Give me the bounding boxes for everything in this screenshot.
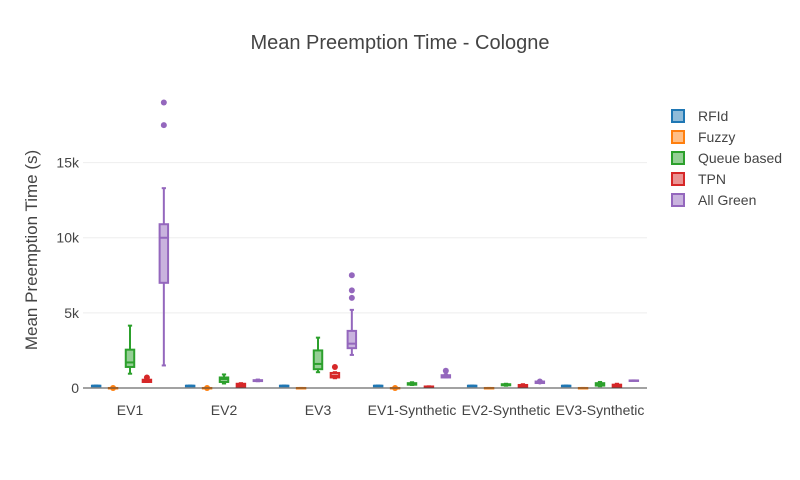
box-series	[124, 324, 606, 388]
box-mark	[517, 383, 529, 389]
y-tick-label: 10k	[56, 230, 80, 246]
box-mark	[235, 382, 247, 388]
box-mark	[141, 374, 153, 383]
box-mark	[218, 373, 230, 385]
box-mark	[423, 385, 435, 389]
box-mark	[534, 378, 546, 385]
box-body	[312, 349, 324, 371]
outlier-point	[348, 287, 355, 294]
box-mark	[346, 272, 358, 356]
y-tick-label: 15k	[56, 155, 80, 171]
legend[interactable]: RFId Fuzzy Queue based TPN All Green	[671, 108, 782, 208]
outlier-point	[160, 122, 167, 129]
legend-item[interactable]: Fuzzy	[671, 129, 735, 145]
legend-swatch	[671, 151, 685, 165]
box-mark	[90, 384, 102, 388]
outlier-point	[348, 272, 355, 279]
box-mark	[560, 384, 572, 388]
x-tick-label: EV1	[117, 402, 144, 418]
box-body	[346, 329, 358, 350]
y-tick-label: 5k	[64, 305, 80, 321]
legend-item[interactable]: All Green	[671, 192, 756, 208]
outlier-point	[143, 374, 150, 381]
legend-item[interactable]: RFId	[671, 108, 728, 124]
box-body	[158, 223, 170, 284]
legend-swatch	[671, 172, 685, 186]
box-mark	[158, 99, 170, 367]
box-body	[124, 348, 136, 368]
x-tick-label: EV2-Synthetic	[462, 402, 551, 418]
box-mark	[329, 363, 341, 380]
outlier-point	[348, 294, 355, 301]
outlier-point	[442, 367, 449, 374]
legend-label: Queue based	[698, 150, 782, 166]
chart-title: Mean Preemption Time - Cologne	[250, 32, 549, 54]
x-axis-ticks: EV1 EV2 EV3 EV1-Synthetic EV2-Synthetic EV3-S…	[117, 402, 645, 418]
box-mark	[611, 382, 623, 389]
y-axis-title: Mean Preemption Time (s)	[22, 150, 41, 350]
box-mark	[628, 379, 640, 382]
legend-swatch	[671, 109, 685, 123]
box-mark	[594, 380, 606, 388]
outlier-point	[160, 99, 167, 106]
outlier-point	[331, 363, 338, 370]
box-mark	[124, 324, 136, 375]
box-mark	[500, 382, 512, 387]
box-mark	[184, 384, 196, 388]
legend-label: TPN	[698, 171, 726, 187]
outlier-point	[536, 378, 543, 385]
x-tick-label: EV3-Synthetic	[556, 402, 645, 418]
box-mark	[440, 367, 452, 379]
box-series-group	[90, 99, 640, 391]
gridlines	[83, 162, 647, 314]
box-mark	[466, 384, 478, 388]
y-axis-ticks: 0 5k 10k 15k	[56, 155, 80, 396]
box-series	[90, 384, 572, 388]
x-tick-label: EV3	[305, 402, 332, 418]
y-tick-label: 0	[71, 380, 79, 396]
box-series	[141, 363, 623, 389]
box-mark	[278, 384, 290, 388]
x-tick-label: EV2	[211, 402, 238, 418]
box-mark	[372, 384, 384, 388]
box-series	[158, 99, 640, 385]
box-mark	[406, 381, 418, 386]
box-mark	[252, 378, 264, 383]
x-tick-label: EV1-Synthetic	[368, 402, 457, 418]
legend-label: RFId	[698, 108, 728, 124]
box-mark	[312, 336, 324, 374]
legend-swatch	[671, 130, 685, 144]
legend-item[interactable]: Queue based	[671, 150, 782, 166]
legend-item[interactable]: TPN	[671, 171, 726, 187]
legend-swatch	[671, 193, 685, 207]
legend-label: Fuzzy	[698, 129, 735, 145]
legend-label: All Green	[698, 192, 756, 208]
